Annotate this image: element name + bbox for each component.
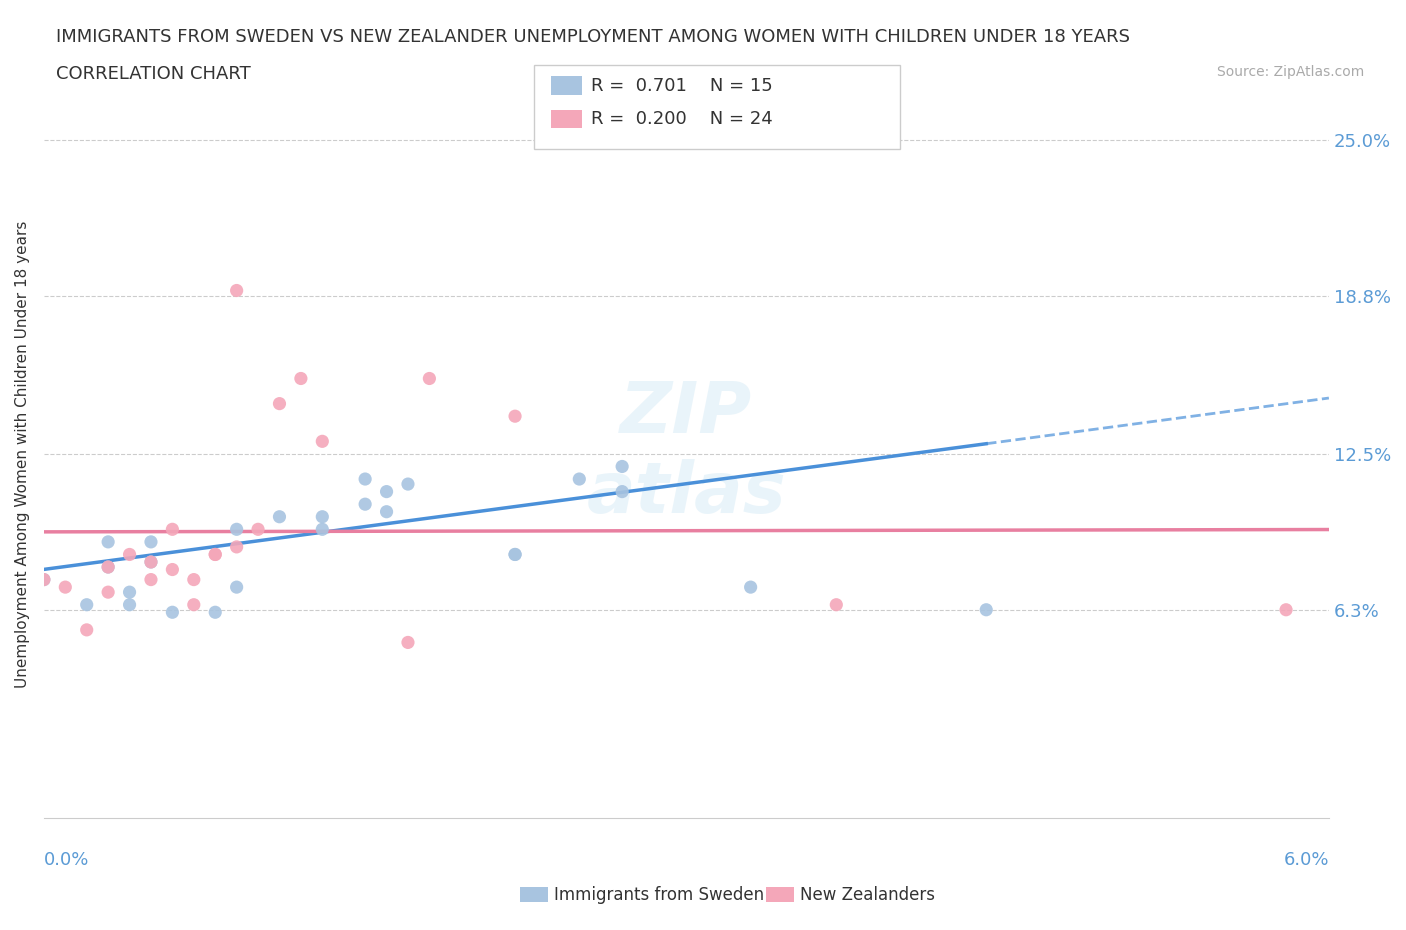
Point — [76, 597, 98, 612]
Point — [183, 597, 205, 612]
Point — [396, 635, 419, 650]
Point — [118, 597, 141, 612]
Point — [162, 562, 184, 577]
Point — [97, 560, 120, 575]
Point — [974, 603, 997, 618]
Point — [97, 585, 120, 600]
Text: R =  0.200    N = 24: R = 0.200 N = 24 — [591, 110, 772, 128]
Text: CORRELATION CHART: CORRELATION CHART — [56, 65, 252, 83]
Point — [225, 539, 247, 554]
Point — [139, 535, 162, 550]
Text: ZIP
atlas: ZIP atlas — [586, 379, 786, 528]
Point — [311, 522, 333, 537]
Point — [375, 485, 398, 499]
Y-axis label: Unemployment Among Women with Children Under 18 years: Unemployment Among Women with Children U… — [15, 220, 30, 687]
Text: 0.0%: 0.0% — [44, 851, 89, 869]
Point — [610, 485, 633, 499]
Point — [32, 572, 55, 587]
Point — [375, 504, 398, 519]
Text: IMMIGRANTS FROM SWEDEN VS NEW ZEALANDER UNEMPLOYMENT AMONG WOMEN WITH CHILDREN U: IMMIGRANTS FROM SWEDEN VS NEW ZEALANDER … — [56, 28, 1130, 46]
Point — [225, 283, 247, 298]
Point — [118, 585, 141, 600]
Point — [162, 604, 184, 619]
Point — [162, 522, 184, 537]
Point — [311, 510, 333, 525]
Point — [97, 560, 120, 575]
Point — [1275, 603, 1298, 618]
Point — [139, 554, 162, 569]
Point — [290, 371, 312, 386]
Point — [503, 547, 526, 562]
Point — [610, 459, 633, 474]
Text: New Zealanders: New Zealanders — [800, 885, 935, 904]
Point — [589, 82, 612, 97]
Point — [311, 434, 333, 449]
Point — [76, 622, 98, 637]
Point — [139, 554, 162, 569]
Point — [354, 497, 377, 512]
Point — [825, 597, 848, 612]
Point — [225, 522, 247, 537]
Point — [53, 579, 76, 594]
Point — [139, 572, 162, 587]
Point — [118, 547, 141, 562]
Point — [418, 371, 440, 386]
Point — [225, 579, 247, 594]
Point — [740, 579, 762, 594]
Point — [568, 472, 591, 486]
Point — [396, 476, 419, 491]
Text: R =  0.701    N = 15: R = 0.701 N = 15 — [591, 76, 772, 95]
Point — [204, 547, 226, 562]
Point — [247, 522, 270, 537]
Point — [204, 547, 226, 562]
Point — [183, 572, 205, 587]
Point — [32, 572, 55, 587]
Point — [269, 396, 291, 411]
Point — [269, 510, 291, 525]
Point — [204, 604, 226, 619]
Point — [354, 472, 377, 486]
Point — [503, 547, 526, 562]
Text: Immigrants from Sweden: Immigrants from Sweden — [554, 885, 763, 904]
Point — [97, 535, 120, 550]
Text: 6.0%: 6.0% — [1284, 851, 1329, 869]
Point — [503, 409, 526, 424]
Text: Source: ZipAtlas.com: Source: ZipAtlas.com — [1216, 65, 1364, 79]
